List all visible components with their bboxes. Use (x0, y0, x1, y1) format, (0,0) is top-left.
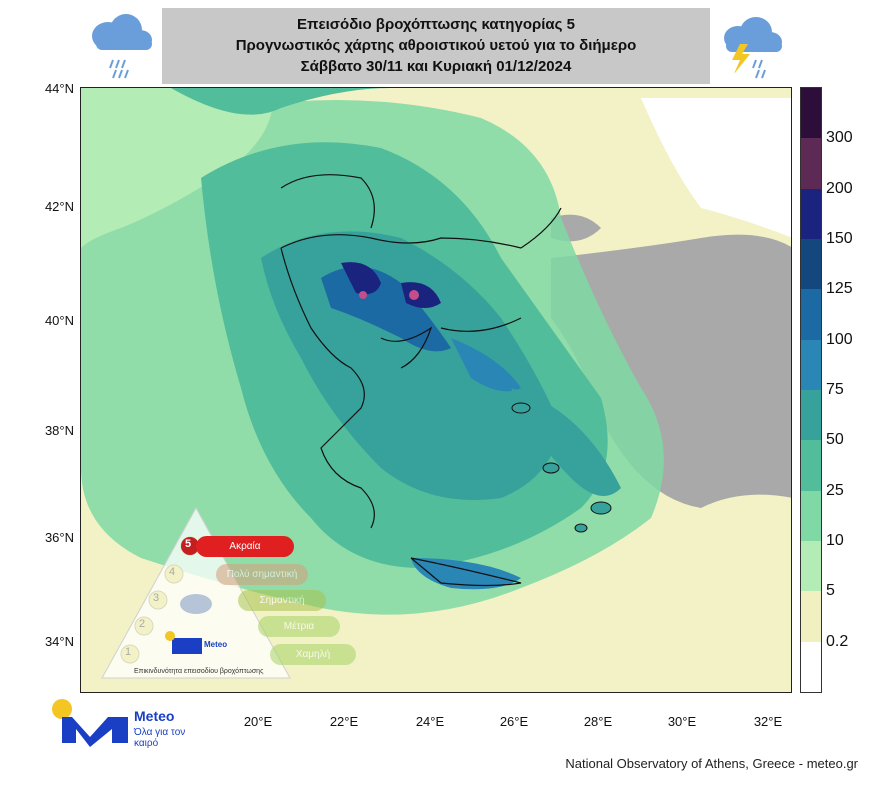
colorbar-segment (801, 490, 821, 542)
meteo-logo (48, 693, 198, 753)
level-3-label: Σημαντική (238, 590, 326, 611)
level-2-icon: 2 (139, 618, 146, 630)
rain-cloud-icon (80, 8, 162, 84)
lat-label: 38°N (44, 423, 74, 438)
colorbar-label: 300 (826, 129, 853, 147)
colorbar-label: 150 (826, 230, 853, 247)
colorbar-segment (801, 88, 821, 139)
colorbar-segment (801, 440, 821, 492)
colorbar-label: 75 (826, 381, 844, 398)
thunderstorm-cloud-icon (710, 8, 792, 84)
colorbar-segment (801, 239, 821, 290)
level-1-icon: 1 (125, 646, 132, 658)
colorbar-segment (801, 541, 821, 592)
precipitation-field (81, 88, 791, 692)
no-data-area (551, 234, 791, 508)
lon-label: 32°E (753, 714, 783, 729)
lon-label: 20°E (243, 714, 273, 729)
legend-caption: Επικινδυνότητα επεισοδίου βροχόπτωσης (134, 668, 264, 675)
map-title: Επεισόδιο βροχόπτωσης κατηγορίας 5 Προγν… (162, 14, 710, 77)
lon-label: 26°E (499, 714, 529, 729)
colorbar-segment (801, 390, 821, 441)
lat-label: 44°N (44, 81, 74, 96)
meteo-brand-name: Meteo (134, 708, 175, 724)
colorbar-segment (801, 138, 821, 190)
legend-org-name: Meteo (204, 640, 228, 649)
title-bar: Επεισόδιο βροχόπτωσης κατηγορίας 5 Προγν… (80, 8, 792, 84)
meteo-slogan: Όλα για τον καιρό (134, 727, 186, 749)
colorbar-label: 200 (826, 179, 853, 197)
lon-label: 30°E (667, 714, 697, 729)
colorbar-segment (801, 188, 821, 240)
lon-label: 24°E (415, 714, 445, 729)
colorbar-label: 25 (826, 481, 844, 499)
colorbar-label: 10 (826, 532, 844, 549)
colorbar-label: 50 (826, 431, 844, 449)
colorbar-segment (801, 641, 821, 693)
lat-label: 34°N (44, 634, 74, 649)
title-line-3: Σάββατο 30/11 και Κυριακή 01/12/2024 (300, 58, 572, 75)
level-5-icon: 5 (185, 538, 192, 550)
lat-label: 42°N (44, 199, 74, 214)
level-5-label: Ακραία (196, 536, 294, 557)
title-line-2: Προγνωστικός χάρτης αθροιστικού υετού γι… (235, 37, 637, 54)
lon-label: 22°E (329, 714, 359, 729)
lat-label: 36°N (44, 530, 74, 545)
title-line-1: Επεισόδιο βροχόπτωσης κατηγορίας 5 (297, 16, 575, 33)
level-4-label: Πολύ σημαντική (216, 564, 308, 585)
level-4-icon: 4 (169, 566, 176, 578)
level-3-icon: 3 (153, 592, 160, 604)
colorbar (800, 87, 822, 693)
level-2-label: Μέτρια (258, 616, 340, 637)
colorbar-label: 125 (826, 280, 853, 298)
level-1-label: Χαμηλή (270, 644, 356, 665)
precipitation-map (80, 87, 792, 693)
colorbar-label: 100 (826, 330, 853, 348)
lon-label: 28°E (583, 714, 613, 729)
colorbar-label: 5 (826, 582, 835, 600)
colorbar-segment (801, 339, 821, 391)
colorbar-label: 0.2 (826, 632, 849, 650)
colorbar-segment (801, 289, 821, 341)
lat-label: 40°N (44, 313, 74, 328)
credit-text: National Observatory of Athens, Greece -… (565, 756, 858, 771)
risk-level-legend: 5 4 3 2 1 Ακραία Πολύ σημαντική Σημαντικ… (98, 506, 363, 684)
colorbar-segment (801, 591, 821, 643)
